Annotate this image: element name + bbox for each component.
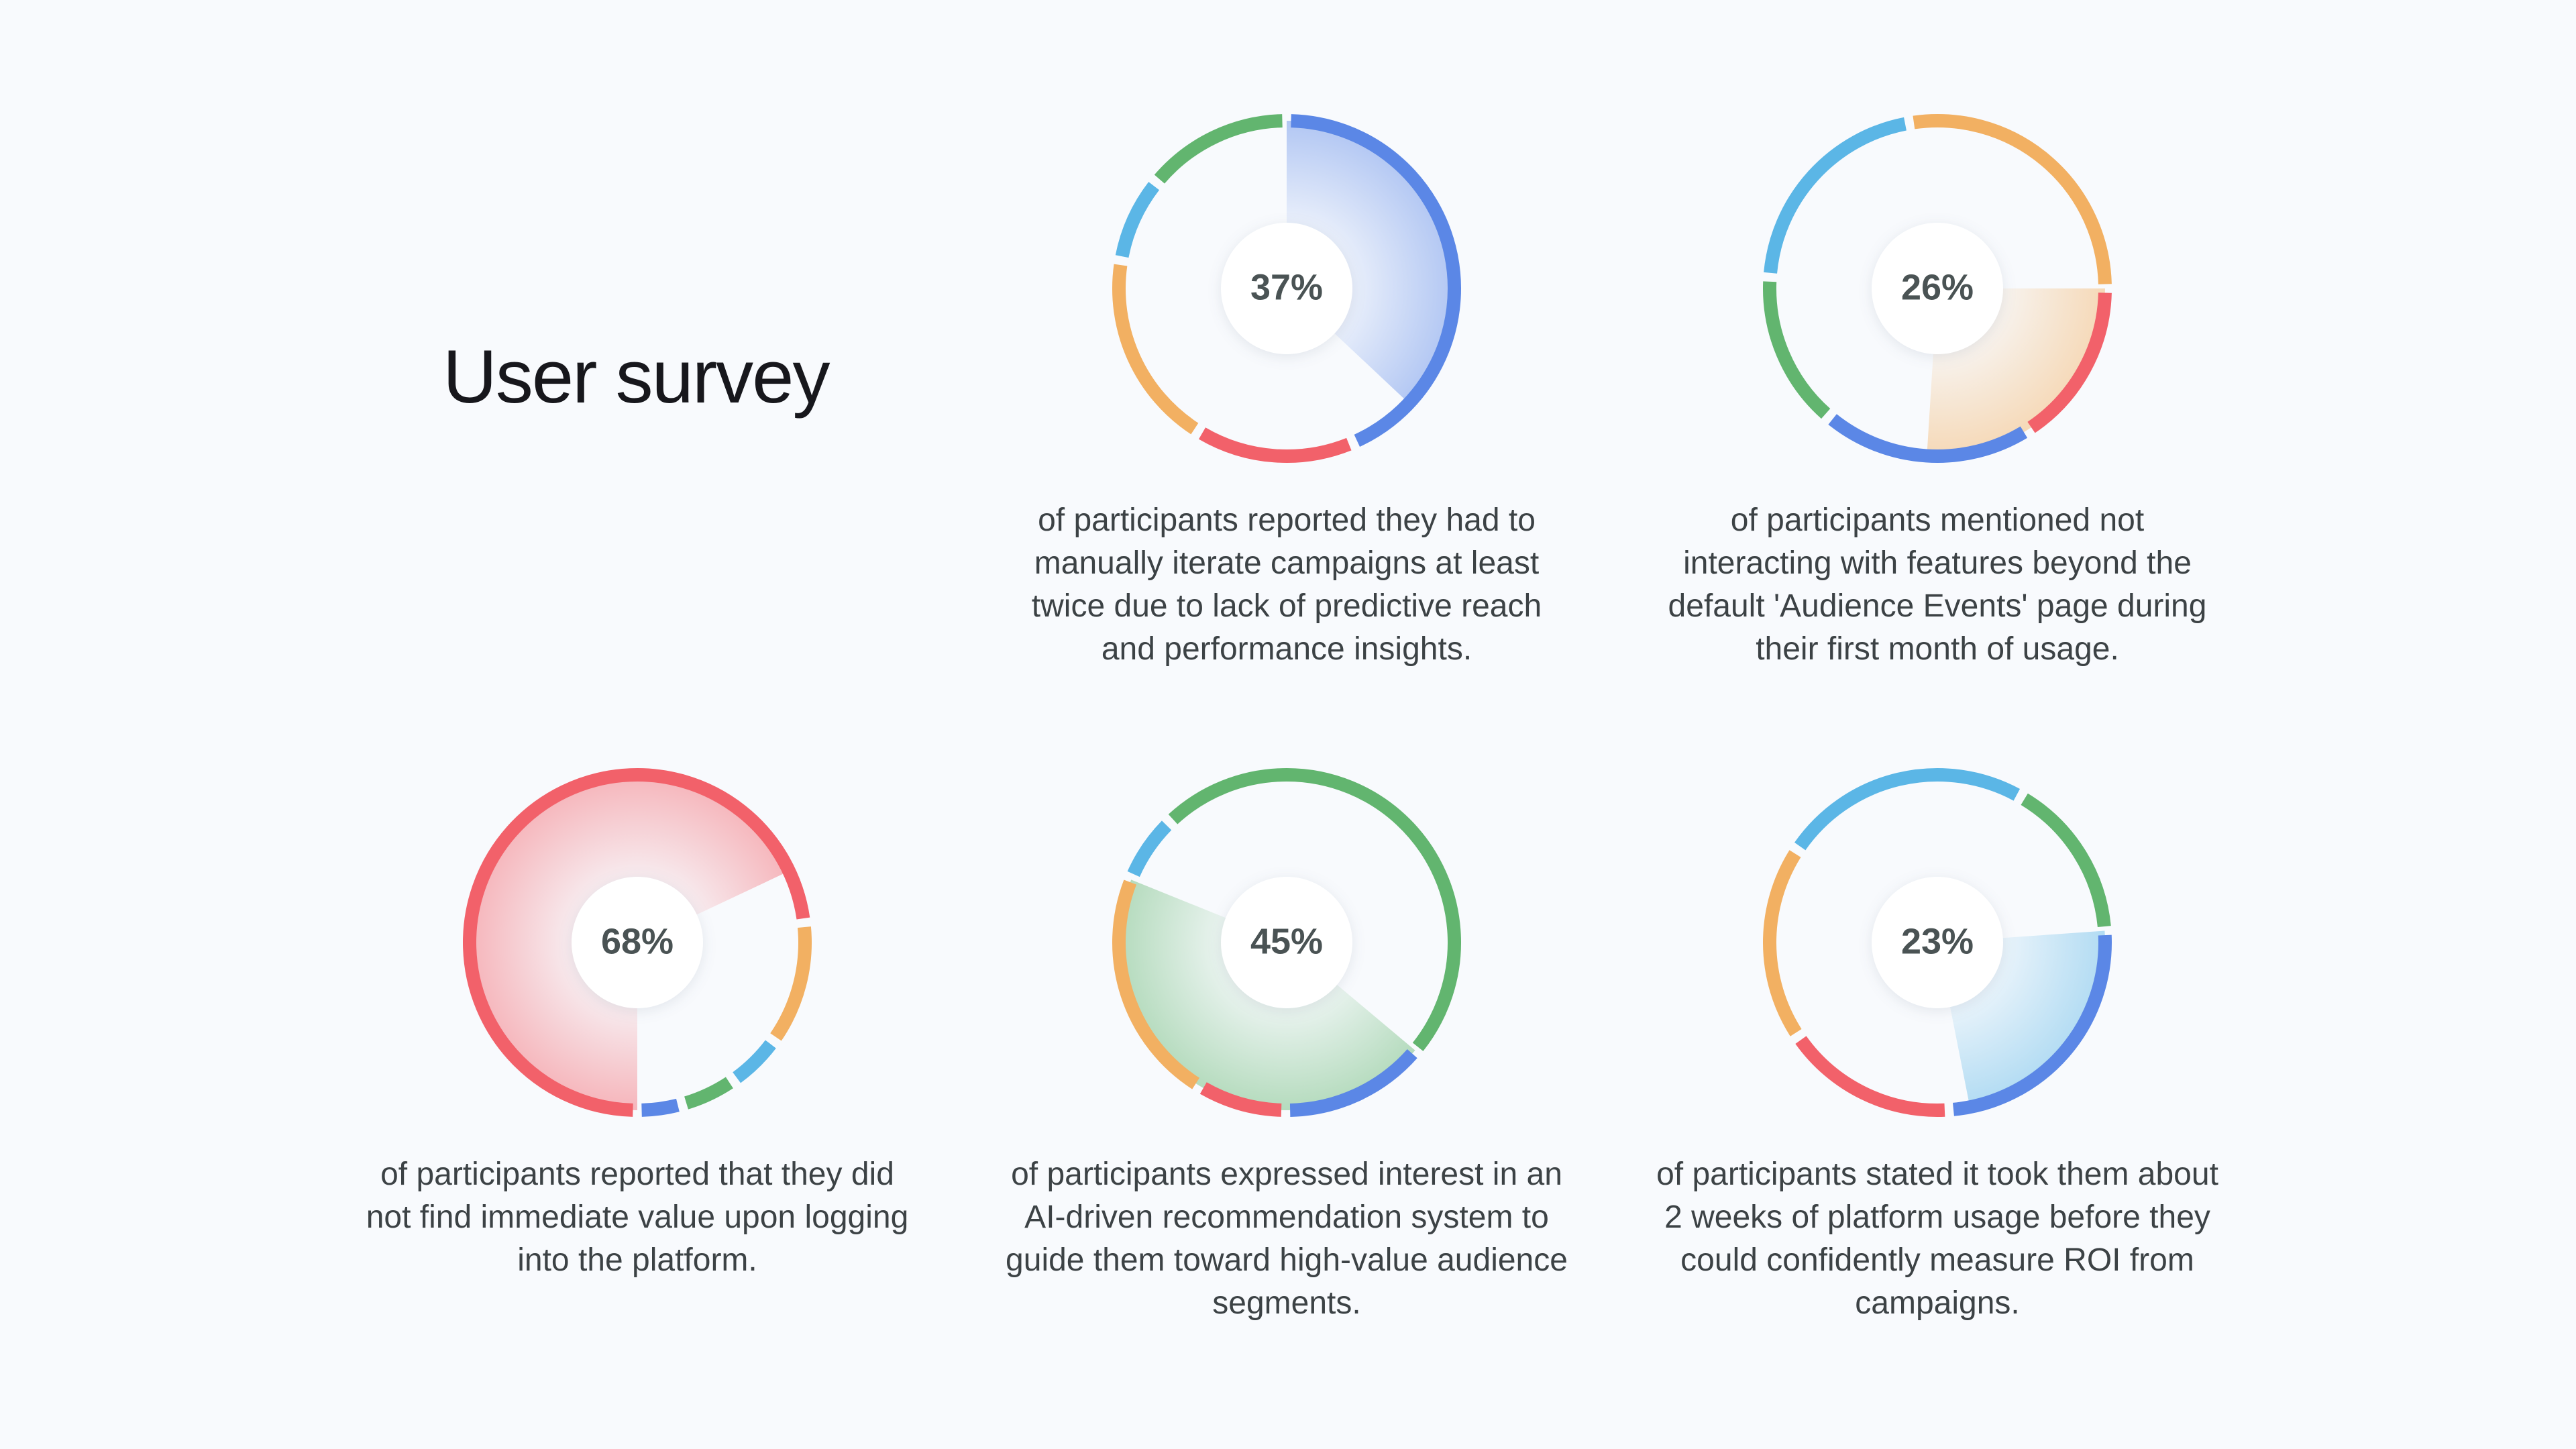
ring-segment-blue — [1291, 114, 1461, 447]
ring-segment-light-blue — [1127, 820, 1172, 877]
stat-card-4: 45% of participants expressed interest i… — [1005, 768, 1568, 1372]
ring-segment-green — [684, 1077, 733, 1110]
donut-chart: 26% — [1763, 114, 2112, 463]
ring-segment-red — [463, 768, 810, 1117]
stat-description: of participants expressed interest in an… — [1006, 1157, 1568, 1321]
donut-chart: 23% — [1763, 768, 2112, 1117]
highlight-wedge — [1287, 121, 1454, 404]
ring-segment-blue — [1952, 934, 2112, 1116]
stat-description: of participants reported they had to man… — [1031, 502, 1542, 667]
ring-segment-light-blue — [1764, 117, 1907, 274]
ring-segment-light-blue — [1115, 182, 1160, 258]
ring-segment-orange — [1763, 850, 1802, 1036]
ring-segment-orange — [770, 926, 812, 1041]
stat-description: of participants reported that they did n… — [366, 1157, 909, 1278]
stat-card-5: 23% of participants stated it took them … — [1656, 768, 2219, 1372]
ring-segment-green — [1763, 281, 1831, 419]
ring-segment-green — [1168, 768, 1461, 1051]
stat-card-1: 37% of participants reported they had to… — [1005, 114, 1568, 718]
page-title: User survey — [443, 335, 830, 419]
percentage-label: 26% — [1901, 267, 1974, 307]
percentage-label: 45% — [1250, 921, 1323, 961]
center-disc — [1221, 877, 1352, 1008]
ring-segment-blue — [1289, 1049, 1417, 1117]
ring-segment-orange — [1112, 879, 1200, 1089]
ring-segment-blue — [1828, 414, 2028, 463]
ring-segment-red — [1795, 1036, 1945, 1117]
percentage-label: 68% — [601, 921, 674, 961]
ring-segment-red — [1199, 1082, 1282, 1117]
stat-card-2: 26% of participants mentioned not intera… — [1656, 114, 2219, 718]
percentage-label: 23% — [1901, 921, 1974, 961]
ring-segment-red — [1198, 427, 1352, 463]
ring-segment-green — [1154, 114, 1283, 184]
stat-card-3: 68% of participants reported that they d… — [356, 768, 919, 1372]
percentage-label: 37% — [1250, 267, 1323, 307]
donut-chart: 68% — [463, 768, 812, 1117]
ring-segment-orange — [1112, 264, 1199, 435]
stat-description: of participants mentioned not interactin… — [1668, 502, 2207, 667]
ring-segment-light-blue — [733, 1040, 776, 1083]
ring-segment-red — [2027, 292, 2112, 433]
stat-description: of participants stated it took them abou… — [1656, 1157, 2218, 1321]
ring-segment-orange — [1913, 114, 2112, 284]
ring-segment-light-blue — [1794, 768, 2021, 851]
center-disc — [1872, 223, 2003, 354]
center-disc — [572, 877, 703, 1008]
donut-chart: 45% — [1112, 768, 1461, 1117]
donut-chart: 37% — [1112, 114, 1461, 463]
ring-segment-green — [2021, 793, 2111, 928]
center-disc — [1872, 877, 2003, 1008]
center-disc — [1221, 223, 1352, 354]
ring-segment-blue — [641, 1098, 680, 1117]
